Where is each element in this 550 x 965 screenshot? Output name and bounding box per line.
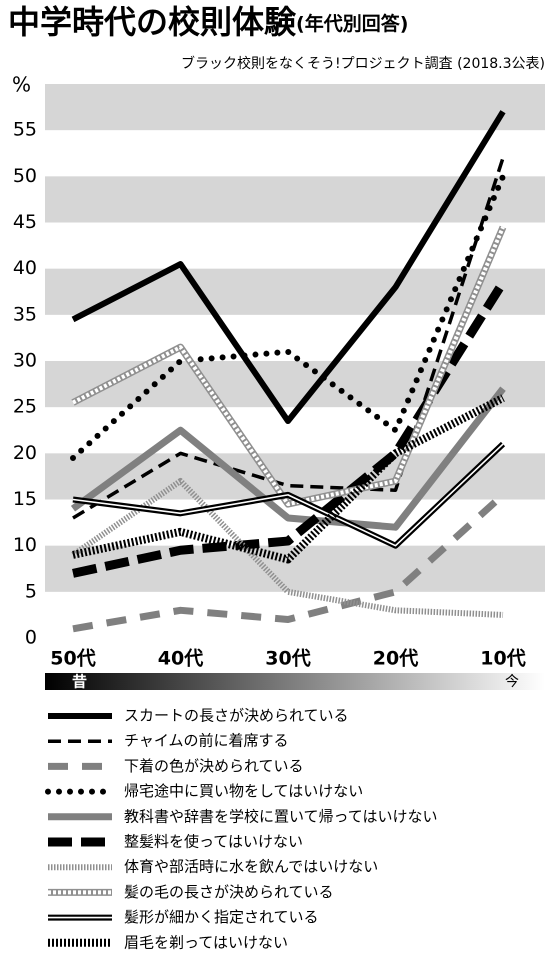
y-tick-label: 0 bbox=[25, 627, 37, 649]
legend-label: チャイムの前に着席する bbox=[124, 732, 289, 750]
y-tick-label: 15 bbox=[13, 488, 37, 510]
series-line bbox=[71, 478, 504, 618]
x-tick-label: 10代 bbox=[480, 648, 525, 670]
title-note: (年代別回答) bbox=[296, 12, 408, 35]
series-line bbox=[71, 110, 506, 425]
series-line bbox=[72, 492, 506, 633]
series-line bbox=[70, 386, 506, 531]
era-bar bbox=[45, 673, 545, 690]
series-line-decoration bbox=[72, 443, 504, 547]
series-line bbox=[72, 280, 507, 578]
series-line bbox=[70, 173, 506, 461]
x-tick-label: 40代 bbox=[158, 648, 203, 670]
grid-band bbox=[45, 453, 545, 500]
series-line bbox=[72, 394, 505, 564]
series-line-decoration bbox=[72, 226, 505, 507]
legend-label: 帰宅途中に買い物をしてはいけない bbox=[124, 782, 363, 800]
series-line bbox=[72, 157, 505, 520]
y-axis-label: % bbox=[12, 73, 31, 97]
y-tick-label: 45 bbox=[13, 211, 37, 233]
era-end: 今 bbox=[505, 674, 519, 690]
y-tick-label: 20 bbox=[13, 442, 37, 464]
x-tick-label: 20代 bbox=[373, 648, 418, 670]
legend-label: 下着の色が決められている bbox=[124, 757, 304, 775]
grid-band bbox=[45, 84, 545, 131]
x-tick-label: 50代 bbox=[50, 648, 95, 670]
grid-band bbox=[45, 361, 545, 408]
legend-label: 体育や部活時に水を飲んではいけない bbox=[124, 858, 378, 876]
legend-label: 髪形が細かく指定されている bbox=[124, 908, 319, 926]
x-tick-label: 30代 bbox=[265, 648, 310, 670]
grid-band bbox=[45, 176, 545, 223]
legend-label: 整髪料を使ってはいけない bbox=[124, 833, 303, 851]
era-start: 昔 bbox=[72, 673, 87, 691]
y-tick-label: 10 bbox=[13, 534, 37, 556]
y-tick-label: 50 bbox=[13, 165, 37, 187]
y-tick-label: 55 bbox=[13, 119, 37, 141]
y-tick-label: 30 bbox=[13, 350, 37, 372]
chart-title: 中学時代の校則体験 bbox=[8, 3, 297, 41]
legend-label: 髪の毛の長さが決められている bbox=[124, 883, 334, 901]
y-tick-label: 5 bbox=[25, 580, 37, 602]
grid-band bbox=[45, 545, 545, 592]
legend-label: 教科書や辞書を学校に置いて帰ってはいけない bbox=[124, 807, 438, 825]
legend-label: スカートの長さが決められている bbox=[124, 707, 349, 725]
legend-label: 眉毛を剃ってはいけない bbox=[124, 933, 288, 951]
y-tick-label: 25 bbox=[13, 396, 37, 418]
chart-title-group: 中学時代の校則体験(年代別回答) bbox=[8, 3, 408, 41]
y-tick-label: 35 bbox=[13, 303, 37, 325]
subtitle: ブラック校則をなくそう!プロジェクト調査 (2018.3公表) bbox=[181, 55, 545, 72]
y-tick-label: 40 bbox=[13, 257, 37, 279]
